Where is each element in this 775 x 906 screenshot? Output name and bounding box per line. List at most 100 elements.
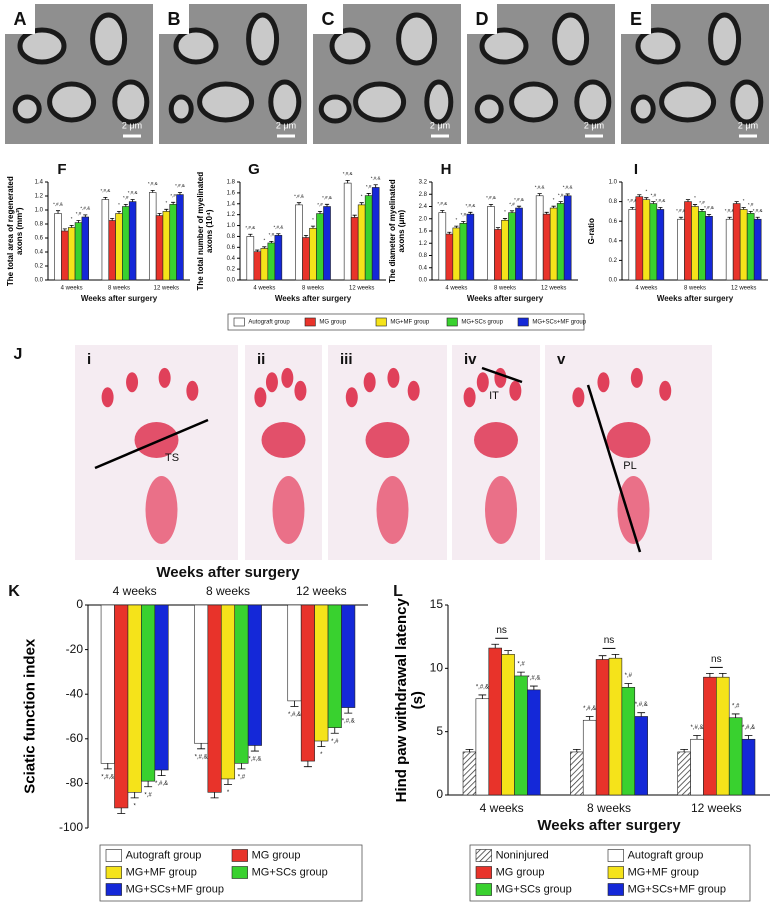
legend-swatch [105, 883, 122, 896]
bar [327, 604, 342, 728]
axon [479, 27, 529, 65]
panel-label-box [159, 4, 189, 34]
error-bar [585, 716, 594, 721]
legend-swatch [375, 317, 387, 327]
error-bar [611, 654, 620, 659]
bar [487, 206, 495, 281]
footprint-label: i [87, 351, 91, 368]
significance-label: *,# [317, 202, 323, 207]
error-bar [748, 211, 753, 214]
error-bar [718, 673, 727, 678]
legend-label: MG+SCs group [496, 883, 572, 895]
x-tick-label: 4 weeks [253, 286, 275, 292]
error-bar [461, 221, 466, 224]
error-bar [637, 194, 642, 197]
bar [141, 604, 156, 782]
legend-swatch [607, 849, 624, 862]
bar [690, 738, 704, 796]
bar [81, 216, 90, 281]
axon [173, 27, 219, 65]
y-tick-label: 1.4 [227, 201, 236, 207]
error-bar [551, 205, 556, 209]
y-tick-label: 0 [436, 787, 443, 801]
error-bar [678, 216, 684, 220]
legend-swatch [304, 317, 316, 327]
error-bar [537, 193, 542, 196]
axon [12, 94, 42, 124]
bar [148, 192, 157, 281]
pad-print [474, 422, 518, 458]
bar [501, 654, 515, 796]
y-tick-label: 0.8 [35, 222, 44, 228]
toe-print [294, 380, 307, 401]
significance-label: *,#,& [101, 774, 114, 780]
bar [176, 194, 184, 281]
significance-label: *,#,& [742, 725, 755, 731]
bar [535, 195, 544, 281]
axon [552, 12, 590, 66]
panel-label: L [393, 583, 403, 600]
y-tick-label: 1.2 [419, 241, 428, 247]
error-bar [366, 193, 371, 196]
legend-swatch [607, 866, 624, 879]
x-tick-label: 4 weeks [445, 286, 467, 292]
error-bar [734, 201, 739, 204]
significance-label: *,#,& [175, 183, 185, 188]
significance-label: *,# [170, 193, 176, 198]
error-bar [177, 192, 183, 195]
error-bar [303, 761, 312, 768]
bar [649, 203, 658, 281]
y-tick-label: 0.4 [419, 265, 428, 271]
legend-swatch [475, 866, 492, 879]
bar [515, 207, 523, 281]
x-tick-label: 12 weeks [154, 286, 179, 292]
axon [268, 79, 302, 125]
significance-label: *,#,& [627, 198, 637, 203]
error-bar [692, 204, 698, 207]
bar [716, 676, 730, 796]
error-bar [76, 220, 81, 223]
footprint-label: iv [464, 351, 477, 368]
bar [234, 604, 249, 764]
error-bar [685, 199, 691, 202]
bar [656, 209, 665, 281]
x-tick-label: 8 weeks [206, 584, 250, 598]
significance-label: *,#,& [273, 224, 283, 229]
significance-label: *,#,& [294, 193, 304, 198]
bar [127, 604, 142, 793]
legend-swatch [517, 317, 529, 327]
bar [635, 196, 644, 281]
significance-label: *,#,& [128, 190, 138, 195]
axon [197, 81, 255, 123]
significance-label: *,# [461, 212, 467, 217]
axon [90, 12, 128, 66]
bar [220, 604, 236, 780]
x-axis-label: Weeks after surgery [537, 817, 681, 834]
axon [574, 79, 612, 125]
bar [194, 604, 209, 744]
error-bar [630, 207, 635, 210]
error-bar [55, 210, 61, 214]
significance-label: * [227, 790, 230, 796]
bar [549, 207, 558, 281]
bar [300, 604, 315, 762]
significance-label: * [165, 200, 167, 205]
x-axis-label: Weeks after surgery [81, 294, 158, 303]
bar [371, 187, 380, 281]
bar [357, 204, 366, 281]
axon [630, 94, 656, 124]
bar [438, 212, 447, 281]
error-bar [468, 211, 473, 215]
panel-label: H [441, 161, 452, 178]
toe-print [572, 387, 585, 408]
significance-label: *,#,& [53, 201, 63, 206]
x-tick-label: 12 weeks [691, 801, 742, 815]
error-bar [290, 700, 299, 707]
legend-label: MG group [319, 320, 346, 326]
error-bar [465, 749, 474, 752]
error-bar [324, 203, 330, 207]
y-tick-label: -100 [59, 820, 83, 834]
axon [635, 27, 681, 65]
y-tick-label: 1.4 [35, 180, 44, 186]
y-axis-label: Hind paw withdrawal latency (s) [392, 597, 427, 803]
